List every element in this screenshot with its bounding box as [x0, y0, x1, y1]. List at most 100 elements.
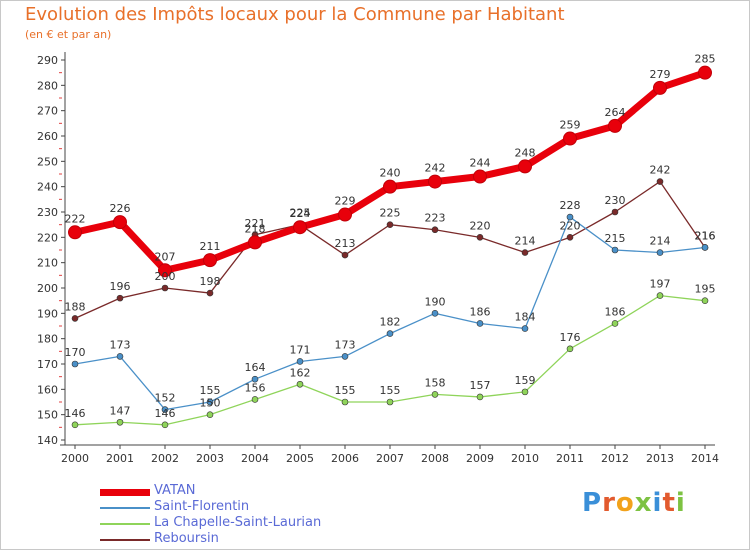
legend-item: Reboursin	[100, 531, 420, 548]
data-label: 214	[650, 235, 671, 248]
data-label: 150	[200, 397, 221, 410]
data-label: 198	[200, 275, 221, 288]
x-tick-label: 2008	[421, 452, 449, 465]
data-point	[161, 284, 169, 292]
data-point	[431, 310, 439, 317]
legend-swatch	[100, 507, 150, 509]
data-label: 225	[290, 207, 311, 220]
data-label: 223	[425, 212, 446, 225]
data-point	[431, 226, 439, 234]
data-label: 285	[695, 53, 716, 66]
data-point	[611, 320, 619, 327]
data-point	[338, 207, 352, 222]
data-point	[206, 398, 214, 406]
data-label: 216	[695, 229, 716, 242]
data-label: 157	[470, 379, 491, 392]
data-label: 216	[695, 229, 716, 242]
data-point	[566, 345, 574, 353]
data-label: 186	[470, 305, 491, 318]
data-label: 221	[245, 217, 266, 230]
x-tick-label: 2005	[286, 452, 314, 465]
data-point	[566, 234, 574, 241]
data-label: 164	[245, 361, 266, 374]
data-point	[248, 235, 262, 250]
x-tick-label: 2004	[241, 452, 269, 465]
data-point	[701, 244, 709, 251]
y-tick-label: 220	[37, 231, 58, 244]
proxiti-logo: Proxiti	[582, 488, 686, 518]
legend-label: Reboursin	[154, 531, 219, 546]
data-label: 242	[425, 162, 446, 175]
data-label: 244	[470, 157, 491, 170]
data-label: 197	[650, 278, 671, 291]
data-label: 146	[65, 407, 86, 420]
y-tick-label: 260	[37, 130, 58, 143]
data-point	[158, 263, 172, 278]
data-label: 207	[155, 250, 176, 263]
data-point	[521, 325, 529, 332]
data-label: 173	[110, 338, 131, 351]
data-label: 225	[380, 207, 401, 220]
data-point	[608, 118, 622, 133]
x-tick-label: 2001	[106, 452, 134, 465]
y-tick-label: 240	[37, 181, 58, 194]
legend-swatch	[100, 539, 150, 541]
data-label: 211	[200, 240, 221, 253]
data-point	[476, 320, 484, 327]
data-label: 242	[650, 164, 671, 177]
data-point	[116, 418, 124, 426]
data-point	[386, 221, 394, 228]
data-point	[386, 330, 394, 337]
data-label: 176	[560, 331, 581, 344]
data-label: 248	[515, 146, 536, 159]
data-label: 195	[695, 283, 716, 296]
x-tick-label: 2011	[556, 452, 584, 465]
data-label: 159	[515, 374, 536, 387]
y-tick-label: 200	[37, 282, 58, 295]
chart-title: Evolution des Impôts locaux pour la Comm…	[25, 4, 565, 25]
x-tick-label: 2003	[196, 452, 224, 465]
data-label: 162	[290, 366, 311, 379]
x-tick-label: 2000	[61, 452, 89, 465]
data-point	[341, 353, 349, 360]
y-tick-label: 150	[37, 409, 58, 422]
data-label: 188	[65, 300, 86, 313]
x-tick-label: 2010	[511, 452, 539, 465]
data-point	[116, 294, 124, 302]
legend-item: La Chapelle-Saint-Laurian	[100, 515, 420, 532]
data-point	[293, 220, 307, 235]
data-label: 190	[425, 295, 446, 308]
data-point	[563, 131, 577, 146]
y-tick-label: 270	[37, 105, 58, 118]
data-point	[476, 393, 484, 401]
data-label: 229	[335, 195, 356, 208]
y-tick-label: 280	[37, 79, 58, 92]
data-point	[428, 174, 442, 189]
y-tick-label: 190	[37, 307, 58, 320]
legend-swatch	[100, 523, 150, 525]
y-tick-label: 230	[37, 206, 58, 219]
data-point	[341, 398, 349, 406]
data-point	[113, 215, 127, 230]
data-point	[476, 234, 484, 241]
data-label: 158	[425, 376, 446, 389]
x-tick-label: 2012	[601, 452, 629, 465]
data-label: 218	[245, 222, 266, 235]
data-point	[71, 421, 79, 429]
y-tick-label: 290	[37, 54, 58, 67]
data-point	[473, 169, 487, 184]
data-point	[203, 253, 217, 268]
data-point	[161, 406, 169, 413]
data-point	[656, 292, 664, 299]
chart-subtitle: (en € et par an)	[25, 28, 112, 41]
legend: VATAN Saint-Florentin La Chapelle-Saint-La…	[100, 483, 420, 548]
data-point	[518, 159, 532, 174]
data-label: 264	[605, 106, 626, 119]
legend-swatch	[100, 488, 150, 496]
data-point	[161, 421, 169, 429]
data-point	[521, 388, 529, 396]
data-point	[611, 246, 619, 254]
data-point	[71, 315, 79, 322]
x-tick-label: 2014	[691, 452, 719, 465]
